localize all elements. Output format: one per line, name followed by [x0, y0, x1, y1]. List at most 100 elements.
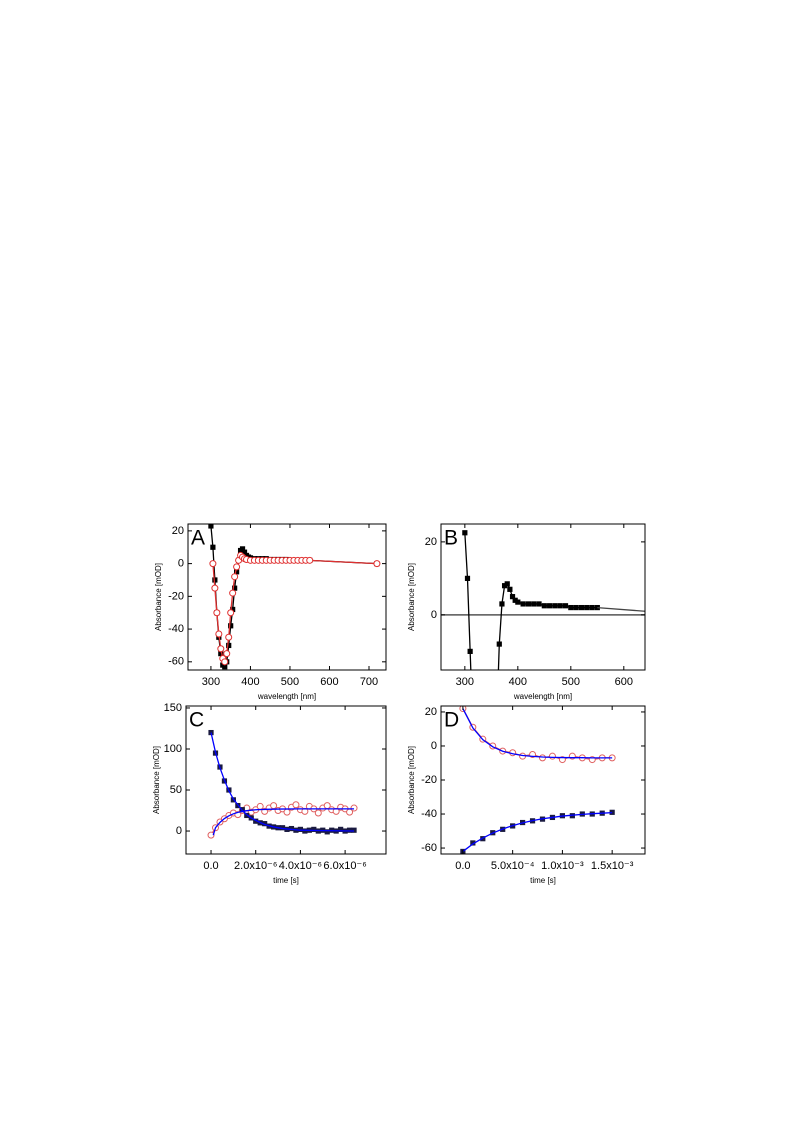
plot-frame — [185, 705, 387, 855]
circle-marker — [548, 752, 556, 760]
square-marker — [578, 604, 585, 611]
square-marker — [464, 575, 471, 581]
panel-label: A — [191, 527, 205, 550]
square-marker — [584, 604, 590, 611]
circle-marker — [221, 658, 229, 666]
square-marker — [504, 581, 510, 587]
circle-marker — [292, 801, 300, 809]
square-marker — [253, 818, 259, 824]
square-marker — [609, 809, 615, 815]
square-marker — [547, 603, 553, 609]
x-tick-label: 0.0 — [203, 860, 218, 872]
square-marker — [297, 826, 304, 832]
square-marker — [288, 825, 295, 832]
square-marker — [496, 641, 502, 647]
panel: 0.0 5.0x10⁻⁴ 1.0x10⁻³ 1.5x10⁻³ -60 -40 -20 0 20 D… — [407, 705, 646, 885]
x-tick-label: 0.0 — [455, 860, 470, 872]
circle-marker — [213, 609, 221, 617]
x-axis-label: wavelength [nm] — [257, 692, 316, 701]
y-tick-label: 20 — [425, 706, 437, 718]
series-line — [462, 708, 613, 759]
square-marker — [210, 544, 216, 550]
square-marker — [507, 586, 513, 592]
panel-label: C — [189, 709, 204, 732]
plot-frame — [440, 523, 646, 671]
square-marker — [531, 601, 537, 607]
x-axis-label: time [s] — [273, 876, 299, 885]
square-marker — [218, 651, 224, 657]
x-tick-label: 400 — [241, 676, 259, 688]
plot-area — [441, 530, 645, 727]
x-tick-label: 1.5x10⁻³ — [591, 860, 634, 872]
y-tick-label: -20 — [421, 774, 437, 786]
square-marker — [311, 826, 317, 832]
y-tick-label: -40 — [168, 623, 184, 635]
square-marker — [499, 601, 505, 607]
y-axis-label: Absorbance [mOD] — [407, 746, 416, 814]
y-tick-label: -60 — [421, 842, 437, 854]
panel-label: D — [444, 709, 459, 732]
y-tick-label: -20 — [168, 590, 184, 602]
panel-label: B — [444, 527, 458, 550]
x-tick-label: 300 — [456, 676, 474, 688]
plot-frame — [187, 523, 387, 671]
circle-marker — [217, 645, 225, 653]
circle-marker — [306, 556, 314, 564]
square-marker — [302, 828, 308, 834]
square-marker — [212, 577, 218, 583]
square-marker — [509, 594, 516, 600]
square-marker — [512, 597, 518, 603]
circle-marker — [270, 802, 278, 810]
circle-marker — [209, 560, 217, 568]
circle-marker — [215, 630, 223, 638]
square-marker — [241, 549, 248, 555]
series-line — [210, 732, 355, 832]
x-tick-label: 600 — [320, 676, 338, 688]
square-marker — [230, 606, 236, 613]
x-tick-label: 500 — [281, 676, 299, 688]
square-marker — [557, 603, 563, 609]
circle-marker — [283, 808, 291, 816]
x-tick-label: 300 — [202, 676, 220, 688]
plot-area — [208, 524, 381, 670]
plot-area — [207, 729, 358, 839]
square-marker — [568, 604, 574, 611]
square-marker — [232, 585, 238, 591]
square-marker — [589, 604, 595, 611]
square-marker — [222, 664, 228, 670]
circle-marker — [227, 609, 235, 617]
x-tick-label: 400 — [509, 676, 527, 688]
circle-marker — [233, 563, 241, 571]
x-tick-label: 6.0x10⁻⁶ — [323, 860, 366, 872]
square-marker — [228, 623, 234, 629]
y-tick-label: 50 — [170, 784, 182, 796]
square-marker — [234, 569, 240, 575]
y-tick-label: -40 — [421, 808, 437, 820]
square-marker — [262, 821, 268, 827]
square-marker — [552, 603, 558, 609]
x-tick-label: 1.0x10⁻³ — [541, 860, 584, 872]
square-marker — [562, 603, 569, 609]
y-axis-label: Absorbance [mOD] — [407, 563, 416, 631]
square-marker — [536, 601, 542, 607]
square-marker — [338, 826, 344, 832]
circle-marker — [231, 573, 239, 581]
series-line — [462, 812, 613, 852]
square-marker — [462, 530, 468, 536]
circle-marker — [350, 804, 358, 812]
x-tick-label: 500 — [562, 676, 580, 688]
y-tick-label: 0 — [176, 825, 182, 837]
series-line — [597, 606, 645, 612]
y-tick-label: 0 — [178, 558, 184, 570]
square-marker — [573, 604, 579, 611]
square-marker — [494, 722, 499, 727]
x-axis-label: time [s] — [530, 876, 556, 885]
circle-marker — [539, 754, 547, 762]
square-marker — [470, 840, 476, 846]
y-tick-label: 0 — [431, 740, 437, 752]
circle-marker — [256, 802, 264, 810]
square-marker — [279, 825, 286, 831]
y-tick-label: 20 — [425, 536, 437, 548]
y-tick-label: 150 — [164, 702, 182, 714]
